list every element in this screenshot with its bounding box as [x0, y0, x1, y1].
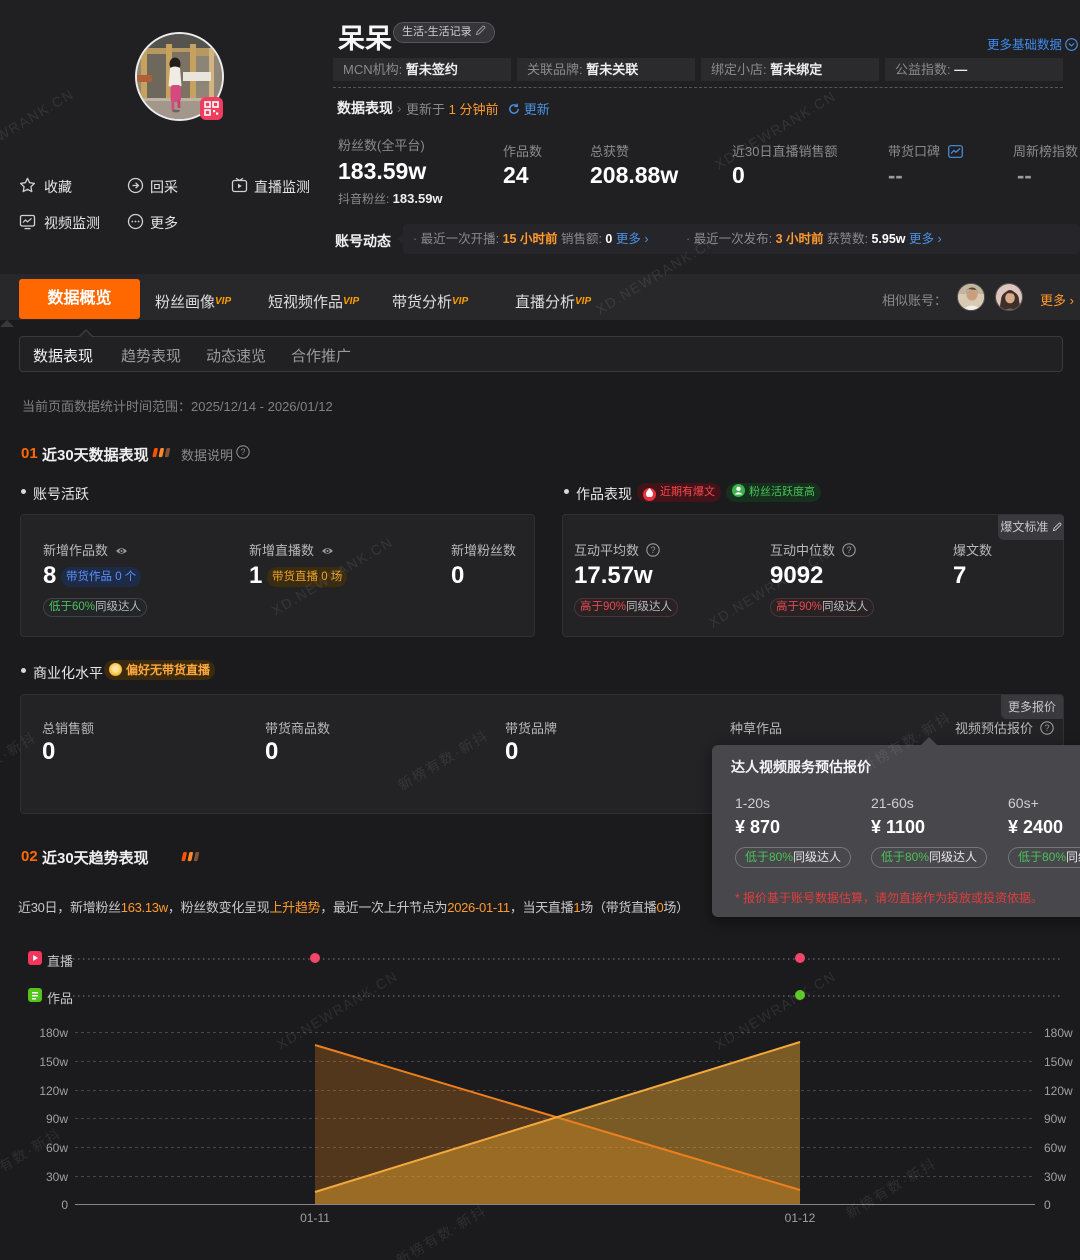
svg-text:30w: 30w	[46, 1170, 68, 1184]
svg-text:120w: 120w	[39, 1084, 68, 1098]
svg-text:?: ?	[1044, 723, 1049, 733]
svg-text:150w: 150w	[39, 1055, 68, 1069]
svg-text:150w: 150w	[1044, 1055, 1073, 1069]
svg-text:01-12: 01-12	[785, 1211, 816, 1225]
svg-text:180w: 180w	[1044, 1026, 1073, 1040]
svg-text:60w: 60w	[1044, 1141, 1066, 1155]
svg-text:?: ?	[240, 447, 245, 457]
svg-text:?: ?	[650, 545, 655, 555]
svg-text:0: 0	[61, 1198, 68, 1212]
svg-text:30w: 30w	[1044, 1170, 1066, 1184]
svg-text:0: 0	[1044, 1198, 1051, 1212]
svg-text:01-11: 01-11	[300, 1211, 330, 1225]
svg-text:?: ?	[846, 545, 851, 555]
svg-text:120w: 120w	[1044, 1084, 1073, 1098]
svg-text:180w: 180w	[39, 1026, 68, 1040]
svg-text:90w: 90w	[46, 1112, 68, 1126]
svg-text:60w: 60w	[46, 1141, 68, 1155]
svg-text:90w: 90w	[1044, 1112, 1066, 1126]
